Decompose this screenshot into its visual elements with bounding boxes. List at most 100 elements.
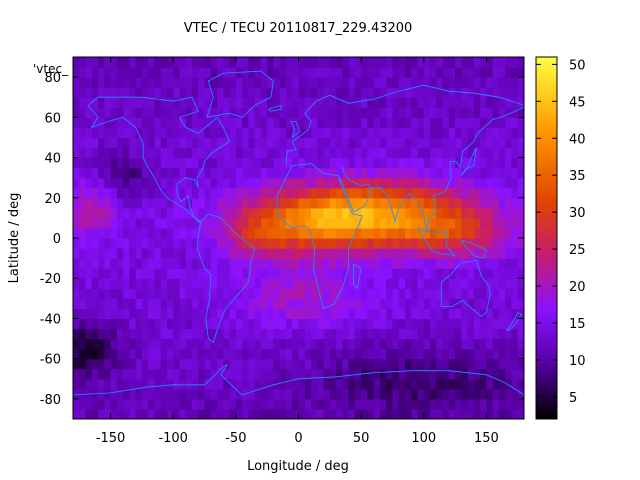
heatmap-cell	[285, 57, 293, 68]
heatmap-cell	[492, 137, 500, 149]
heatmap-cell	[292, 197, 300, 209]
heatmap-cell	[173, 217, 181, 229]
heatmap-cell	[348, 117, 356, 128]
heatmap-cell	[141, 238, 149, 249]
heatmap-cell	[505, 187, 513, 199]
heatmap-cell	[148, 87, 156, 98]
heatmap-cell	[129, 278, 137, 289]
heatmap-cell	[273, 268, 281, 279]
heatmap-cell	[116, 318, 124, 330]
heatmap-cell	[116, 358, 124, 370]
heatmap-cell	[98, 258, 105, 269]
heatmap-cell	[166, 378, 174, 390]
heatmap-cell	[492, 368, 500, 380]
heatmap-cell	[430, 248, 437, 259]
heatmap-cell	[135, 117, 143, 128]
heatmap-cell	[141, 248, 149, 259]
heatmap-cell	[336, 268, 343, 279]
heatmap-cell	[392, 338, 400, 350]
heatmap-cell	[160, 57, 168, 68]
heatmap-cell	[480, 217, 488, 229]
heatmap-cell	[123, 117, 130, 128]
heatmap-cell	[367, 328, 375, 340]
heatmap-cell	[141, 227, 149, 239]
heatmap-cell	[123, 238, 130, 249]
heatmap-cell	[223, 388, 231, 400]
heatmap-cell	[473, 97, 481, 108]
heatmap-cell	[248, 398, 256, 410]
heatmap-cell	[411, 77, 419, 88]
heatmap-cell	[498, 67, 506, 78]
heatmap-cell	[392, 207, 400, 219]
heatmap-cell	[217, 137, 224, 149]
heatmap-cell	[373, 398, 381, 410]
heatmap-cell	[298, 157, 306, 169]
heatmap-cell	[285, 258, 293, 269]
heatmap-cell	[166, 167, 174, 179]
heatmap-cell	[229, 107, 237, 118]
heatmap-cell	[267, 197, 275, 209]
heatmap-cell	[98, 318, 105, 330]
heatmap-cell	[348, 298, 356, 309]
heatmap-cell	[317, 378, 325, 390]
heatmap-cell	[461, 368, 469, 380]
heatmap-cell	[448, 408, 456, 419]
heatmap-cell	[254, 137, 262, 149]
heatmap-cell	[398, 258, 406, 269]
heatmap-cell	[285, 157, 293, 169]
heatmap-cell	[217, 57, 224, 68]
heatmap-cell	[135, 57, 143, 68]
heatmap-cell	[129, 67, 137, 78]
heatmap-cell	[436, 127, 444, 139]
heatmap-cell	[248, 167, 256, 179]
heatmap-cell	[317, 388, 325, 400]
heatmap-cell	[486, 127, 494, 139]
heatmap-cell	[242, 348, 249, 360]
heatmap-cell	[204, 157, 212, 169]
heatmap-cell	[411, 378, 419, 390]
heatmap-cell	[154, 147, 162, 159]
heatmap-cell	[242, 338, 249, 350]
heatmap-cell	[361, 238, 368, 249]
heatmap-cell	[473, 388, 481, 400]
heatmap-cell	[141, 117, 149, 128]
heatmap-cell	[298, 408, 306, 419]
heatmap-cell	[248, 207, 256, 219]
heatmap-cell	[116, 308, 124, 320]
heatmap-cell	[480, 408, 488, 419]
heatmap-cell	[123, 157, 130, 169]
heatmap-cell	[354, 77, 362, 88]
heatmap-cell	[104, 348, 112, 360]
heatmap-cell	[473, 137, 481, 149]
heatmap-cell	[204, 238, 212, 249]
heatmap-cell	[473, 177, 481, 189]
heatmap-cell	[442, 207, 450, 219]
heatmap-cell	[361, 378, 368, 390]
heatmap-cell	[498, 338, 506, 350]
heatmap-cell	[166, 67, 174, 78]
heatmap-cell	[386, 187, 394, 199]
heatmap-cell	[473, 77, 481, 88]
heatmap-cell	[160, 227, 168, 239]
heatmap-cell	[279, 398, 287, 410]
heatmap-cell	[304, 107, 312, 118]
heatmap-cell	[398, 248, 406, 259]
heatmap-cell	[417, 278, 425, 289]
heatmap-cell	[160, 127, 168, 139]
heatmap-cell	[116, 298, 124, 309]
coastline	[461, 239, 487, 259]
heatmap-cell	[160, 268, 168, 279]
heatmap-cell	[135, 278, 143, 289]
heatmap-cell	[304, 328, 312, 340]
heatmap-cell	[342, 348, 350, 360]
heatmap-cell	[348, 197, 356, 209]
heatmap-cell	[129, 248, 137, 259]
heatmap-cell	[285, 87, 293, 98]
heatmap-cell	[79, 268, 87, 279]
heatmap-cell	[91, 308, 99, 320]
heatmap-cell	[79, 87, 87, 98]
heatmap-cell	[135, 318, 143, 330]
heatmap-cell	[386, 298, 394, 309]
heatmap-cell	[411, 308, 419, 320]
